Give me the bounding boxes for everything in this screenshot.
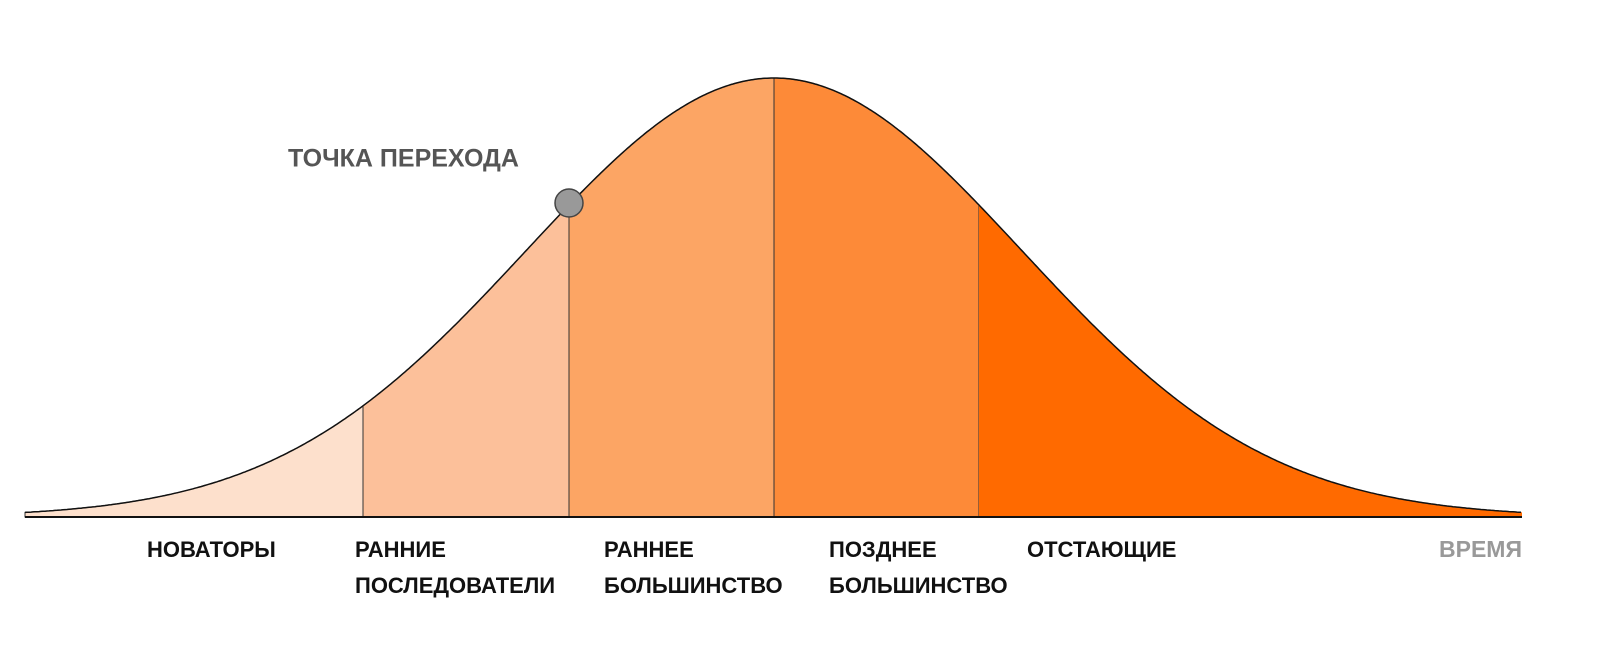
curve-outline bbox=[24, 77, 1522, 514]
axis-label: ВРЕМЯ bbox=[1439, 536, 1522, 562]
segment bbox=[773, 77, 980, 518]
annotation: ТОЧКА ПЕРЕХОДА bbox=[288, 145, 519, 173]
segment-label: БОЛЬШИНСТВО bbox=[604, 573, 783, 598]
segment bbox=[24, 404, 364, 518]
segment-label: ПОЗДНЕЕ bbox=[829, 537, 937, 562]
segment bbox=[362, 203, 570, 518]
segment bbox=[979, 205, 1522, 517]
segment-label: БОЛЬШИНСТВО bbox=[829, 573, 1008, 598]
segment-label: РАННЕЕ bbox=[604, 537, 694, 562]
segment-label: ОТСТАЮЩИЕ bbox=[1027, 537, 1176, 562]
segment-label: ПОСЛЕДОВАТЕЛИ bbox=[355, 573, 555, 598]
segment-label: НОВАТОРЫ bbox=[147, 537, 276, 562]
segment bbox=[568, 77, 775, 518]
tipping-point bbox=[554, 188, 584, 218]
curve bbox=[24, 77, 1522, 518]
segment-label: РАННИЕ bbox=[355, 537, 446, 562]
